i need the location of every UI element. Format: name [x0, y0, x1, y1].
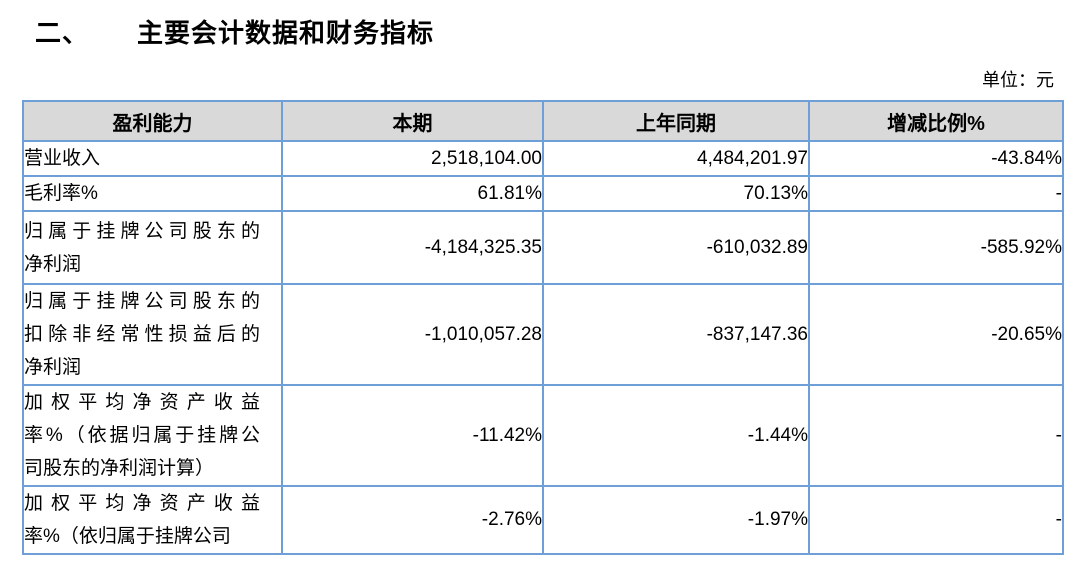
header-cell-profitability: 盈利能力 [22, 100, 283, 142]
row-label-cell: 营业收入 [22, 140, 283, 177]
change-ratio-cell: -20.65% [808, 283, 1064, 386]
change-ratio-cell: - [808, 175, 1064, 212]
change-ratio-cell: -43.84% [808, 140, 1064, 177]
prior-period-cell: 70.13% [542, 175, 810, 212]
table-row-weighted-roe-truncated: 加权平均净资产收益 率%（依归属于挂牌公司 -2.76% -1.97% - [22, 485, 1064, 555]
table-header-row: 盈利能力 本期 上年同期 增减比例% [22, 100, 1064, 142]
row-label-cell: 毛利率% [22, 175, 283, 212]
table-row-gross-margin: 毛利率% 61.81% 70.13% - [22, 175, 1064, 212]
table-row-net-profit: 归属于挂牌公司股东的 净利润 -4,184,325.35 -610,032.89… [22, 210, 1064, 285]
row-label-cell: 加权平均净资产收益 率%（依归属于挂牌公司 [22, 485, 283, 555]
financial-indicators-table: 盈利能力 本期 上年同期 增减比例% 营业收入 2,518,104.00 4,4… [22, 100, 1064, 555]
row-label-line: 归属于挂牌公司股东的 [24, 291, 260, 312]
unit-label: 单位：元 [982, 70, 1054, 90]
table-row-net-profit-after-extraordinary: 归属于挂牌公司股东的 扣除非经常性损益后的 净利润 -1,010,057.28 … [22, 283, 1064, 386]
header-cell-current-period: 本期 [281, 100, 544, 142]
row-label-cell: 归属于挂牌公司股东的 扣除非经常性损益后的 净利润 [22, 283, 283, 386]
row-label-cell: 加权平均净资产收益 率%（依据归属于挂牌公 司股东的净利润计算） [22, 384, 283, 487]
header-cell-prior-period: 上年同期 [542, 100, 810, 142]
prior-period-cell: -837,147.36 [542, 283, 810, 386]
change-ratio-cell: -585.92% [808, 210, 1064, 285]
change-ratio-cell: - [808, 485, 1064, 555]
table-row-revenue: 营业收入 2,518,104.00 4,484,201.97 -43.84% [22, 140, 1064, 177]
row-label-line: 净利润 [24, 253, 82, 275]
current-period-cell: -11.42% [281, 384, 544, 487]
row-label-line: 营业收入 [24, 148, 101, 169]
row-label-line: 毛利率% [24, 183, 98, 204]
prior-period-cell: -1.97% [542, 485, 810, 555]
row-label-line: 率%（依归属于挂牌公司 [24, 526, 231, 547]
row-label-line: 扣除非经常性损益后的 [24, 324, 260, 345]
row-label-line: 归属于挂牌公司股东的 [24, 220, 260, 242]
change-ratio-cell: - [808, 384, 1064, 487]
table-row-weighted-roe-net-profit: 加权平均净资产收益 率%（依据归属于挂牌公 司股东的净利润计算） -11.42%… [22, 384, 1064, 487]
row-label-line: 司股东的净利润计算） [24, 458, 215, 479]
header-cell-change-ratio: 增减比例% [808, 100, 1064, 142]
current-period-cell: -4,184,325.35 [281, 210, 544, 285]
row-label-cell: 归属于挂牌公司股东的 净利润 [22, 210, 283, 285]
row-label-line: 加权平均净资产收益 [24, 493, 260, 514]
prior-period-cell: -1.44% [542, 384, 810, 487]
current-period-cell: -2.76% [281, 485, 544, 555]
prior-period-cell: 4,484,201.97 [542, 140, 810, 177]
section-title-text: 主要会计数据和财务指标 [137, 18, 435, 48]
row-label-line: 加权平均净资产收益 [24, 392, 260, 413]
current-period-cell: -1,010,057.28 [281, 283, 544, 386]
current-period-cell: 61.81% [281, 175, 544, 212]
section-number: 二、 [35, 18, 90, 48]
prior-period-cell: -610,032.89 [542, 210, 810, 285]
row-label-line: 率%（依据归属于挂牌公 [24, 425, 260, 446]
row-label-line: 净利润 [24, 357, 82, 378]
current-period-cell: 2,518,104.00 [281, 140, 544, 177]
section-title: 二、 主要会计数据和财务指标 [35, 13, 434, 50]
